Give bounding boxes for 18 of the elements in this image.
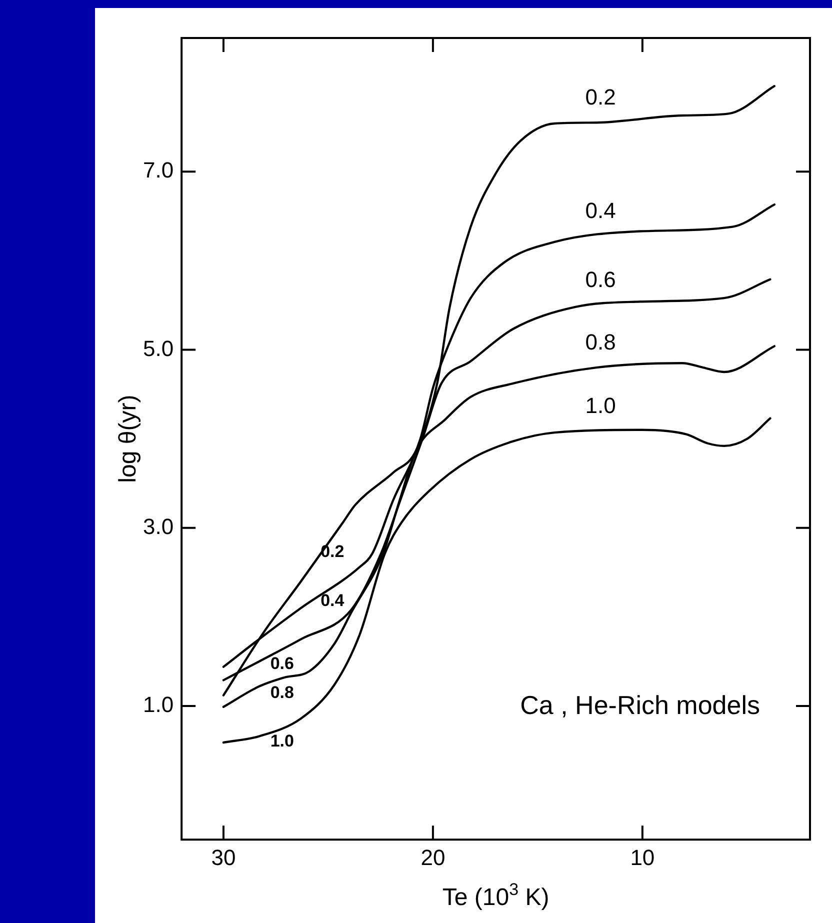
series-label: 0.8 (270, 683, 294, 702)
text: 0.2 (585, 84, 616, 110)
series-label: 1.0 (270, 731, 294, 750)
y-tick-label: 5.0 (142, 336, 174, 361)
x-tick-label: 30 (211, 844, 236, 870)
y-axis-title: log θ(yr) (114, 394, 142, 483)
x-tick-label: 10 (630, 844, 655, 870)
text: 0.4 (585, 198, 616, 224)
annotation: Ca , He-Rich models (520, 690, 760, 720)
text: 0.6 (585, 266, 616, 292)
x-tick-label: 20 (420, 844, 446, 870)
y-tick-label: 1.0 (142, 692, 174, 718)
series-label: 0.4 (320, 591, 345, 610)
y-tick-label: 3.0 (142, 514, 174, 539)
y-tick-label: 7.0 (142, 158, 174, 183)
series-label: 0.6 (270, 654, 294, 674)
text: 0.8 (585, 329, 616, 354)
text: 1.0 (585, 393, 616, 418)
